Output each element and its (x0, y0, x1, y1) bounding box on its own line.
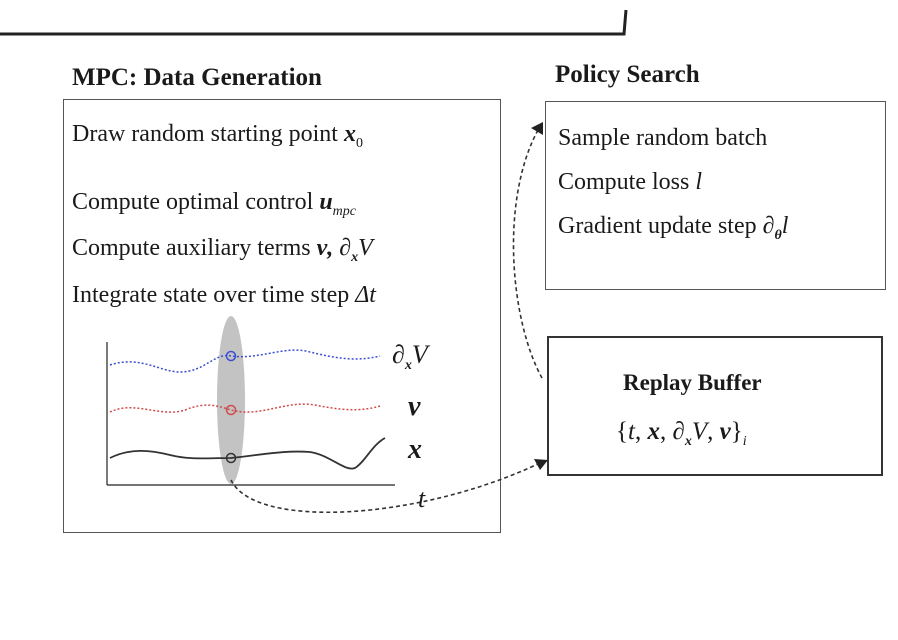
mpc-step-draw: Draw random starting point x0 (72, 121, 363, 151)
replay-buffer-title: Replay Buffer (623, 370, 762, 395)
marker-nu (225, 404, 237, 416)
label-x: x (408, 434, 422, 465)
label-nu: ν (408, 391, 421, 422)
mpc-step-auxiliary: Compute auxiliary terms ν, ∂xV (72, 235, 373, 265)
policy-step-gradient: Gradient update step ∂θl (558, 213, 789, 243)
time-slice-highlight (217, 316, 245, 484)
arrow-to-policy-head (531, 122, 543, 135)
policy-step-sample: Sample random batch (558, 125, 768, 151)
replay-buffer-content: {t, x, ∂xV, ν}i (616, 418, 747, 449)
arrow-to-buffer-head (534, 459, 548, 470)
arrow-to-policy (512, 129, 543, 379)
policy-step-loss: Compute loss l (558, 169, 703, 195)
series-x-line (109, 437, 386, 470)
arrow-to-buffer (230, 462, 541, 514)
mpc-step-control: Compute optimal control umpc (72, 189, 356, 219)
marker-x (225, 452, 237, 464)
series-nu-line (109, 403, 381, 413)
mpc-title: MPC: Data Generation (72, 64, 322, 91)
marker-dV (225, 350, 237, 362)
mpc-box (63, 99, 501, 533)
replay-buffer-box (547, 336, 883, 476)
label-dV: ∂xV (392, 340, 428, 374)
series-dV-line (109, 349, 381, 373)
policy-title: Policy Search (555, 61, 700, 88)
label-time: t (418, 484, 426, 513)
mpc-step-integrate: Integrate state over time step Δt (72, 282, 376, 308)
policy-box (545, 101, 886, 290)
